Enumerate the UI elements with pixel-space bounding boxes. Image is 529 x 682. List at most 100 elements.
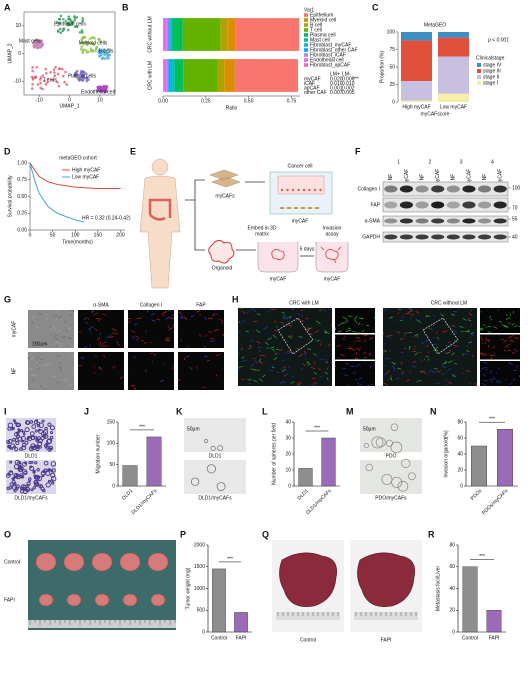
band [431,185,445,193]
y-tick-label: 0 [18,51,21,57]
micrograph-texture [392,365,396,370]
micrograph-texture [19,473,24,479]
bar [321,437,336,487]
micrograph-texture [87,317,90,320]
micrograph-texture [316,339,321,342]
caf [286,207,292,209]
micrograph [335,361,375,386]
micrograph-texture [401,316,404,320]
diagram-label: myCAF [324,276,341,282]
micrograph-texture [98,366,103,371]
cell-point [32,40,36,43]
micrograph-texture [324,310,327,313]
cell-point [105,56,109,60]
micrograph-texture [361,329,365,333]
y-tick-label: 20 [285,451,291,457]
micrograph-texture [269,369,274,372]
micrograph-texture [245,330,249,333]
micrograph-texture [441,365,446,369]
tumor [147,552,169,572]
cell-point [41,74,45,77]
protein-label: Collagen I [357,186,380,192]
liver [357,552,415,607]
micrograph-texture [48,468,52,472]
band [493,234,507,240]
micrograph-texture [409,370,411,373]
micrograph-texture [54,338,59,341]
y-tick-label: 0 [112,483,115,489]
micrograph-texture [58,365,62,369]
band [431,234,445,240]
micrograph-texture [166,336,170,339]
micrograph-texture [468,319,472,322]
micrograph-texture [469,336,471,338]
column-header: Collagen I [140,302,163,308]
micrograph-texture [346,362,349,365]
micrograph-texture [374,316,376,319]
image-caption: DLD1/myCAFs [14,495,48,501]
micrograph-texture [347,327,352,330]
micrograph-texture [479,370,482,372]
band [478,234,492,240]
significance-label: *** [227,556,233,562]
micrograph-texture [24,440,29,445]
bar-segment [166,18,169,51]
cluster-label: Myeloid cells [79,40,108,46]
micrograph-texture [471,354,475,358]
micrograph-texture [29,465,35,471]
micrograph-texture [178,311,182,315]
bar [146,436,162,487]
micrograph-texture [492,346,496,349]
micrograph-texture [101,341,107,345]
micrograph-texture [483,361,488,364]
cell-point [41,87,44,91]
ruler [28,620,176,628]
micrograph-texture [37,312,42,316]
micrograph-texture [55,340,59,344]
micrograph-texture [408,347,411,351]
significance-label: *** [489,417,495,423]
micrograph-texture [223,334,225,337]
cell-point [59,31,63,35]
cell-point [61,74,65,78]
panel-label: J [84,406,89,416]
micrograph-texture [285,373,289,376]
micrograph-texture [209,337,215,340]
annotation: HR = 0.32 (0.24-0.42) [82,215,131,221]
cell-point [97,49,101,52]
scale-bar: 100μm [32,341,47,347]
micrograph-texture [340,353,345,357]
micrograph-texture [431,345,434,348]
micrograph-texture [314,330,319,334]
micrograph-texture [179,316,184,319]
micrograph-texture [358,384,362,387]
micrograph-texture [382,351,385,355]
cell-point [102,88,106,91]
micrograph-texture [78,364,83,367]
y-tick-label: 0 [460,483,463,489]
x-tick-label: DLD1 [121,488,134,501]
micrograph-texture [400,361,403,365]
cluster-label: Epithelial cells [54,21,86,27]
micrograph-texture [31,424,37,429]
micrograph-texture [150,341,153,343]
micrograph-texture [34,383,36,386]
bar-segment [437,37,470,57]
image-caption: DLD1 [25,453,38,459]
micrograph-texture [46,342,49,345]
legend-swatch [477,81,481,85]
micrograph [128,352,174,390]
bar-segment [166,59,169,92]
table-cell: 0.005 [342,90,355,96]
micrograph-texture [250,339,254,343]
micrograph-texture [514,324,518,328]
caf [300,207,306,209]
micrograph-texture [10,426,14,431]
cell-point [85,79,89,83]
organoid [208,239,235,264]
micrograph-texture [305,317,309,320]
micrograph-texture [99,344,105,348]
micrograph [360,460,422,494]
micrograph-texture [513,348,518,352]
tumor [119,552,141,572]
